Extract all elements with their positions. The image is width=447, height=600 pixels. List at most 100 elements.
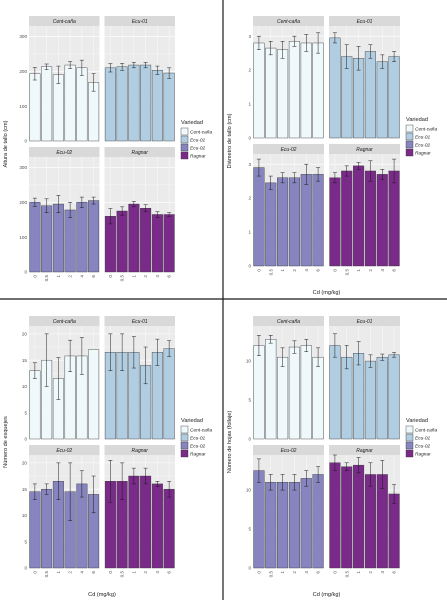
x-tick-label: 0 <box>108 571 113 574</box>
legend-swatch <box>405 148 414 157</box>
chart-3: Número de esquejes Cd (mg/kg) Cent-caña 0 5 1… <box>3 316 212 598</box>
legend: Variedad Cent-caña Ecu-01 Ecu-02 Ragnar <box>180 120 212 159</box>
bar <box>341 356 353 440</box>
bar <box>353 464 365 569</box>
y-tick-label: 2 <box>248 196 251 201</box>
bar <box>277 482 289 569</box>
x-tick-label: 4 <box>380 571 385 574</box>
facet-strip-label: Ecu-02 <box>281 147 297 153</box>
x-tick-label: 6 <box>316 571 321 574</box>
facet-panel-background <box>104 326 175 439</box>
facet-ragnar: Ragnar 0 0.5 1 2 4 6 <box>329 144 400 275</box>
legend-swatch <box>405 441 414 450</box>
facet-strip <box>253 445 324 455</box>
bar <box>388 493 400 569</box>
x-tick-label: 2 <box>143 275 148 278</box>
x-tick-label: 6 <box>316 269 321 272</box>
bar <box>29 491 41 569</box>
x-tick-label: 1 <box>56 571 61 574</box>
legend-label: Ecu-02 <box>190 145 206 151</box>
y-tick-label: 1 <box>248 102 251 107</box>
bar <box>265 339 277 440</box>
x-tick-label: 2 <box>368 571 373 574</box>
bar <box>163 214 175 273</box>
y-tick-label: 20 <box>22 331 28 336</box>
legend-label: Cent-caña <box>415 427 437 433</box>
facet-strip <box>253 144 324 154</box>
bar <box>253 167 265 267</box>
facet-ecu-01: Ecu-01 <box>329 316 400 440</box>
bar <box>288 346 300 440</box>
bar <box>300 42 312 139</box>
legend-label: Ragnar <box>190 153 206 159</box>
bar <box>265 182 277 267</box>
bar <box>300 174 312 267</box>
legend-label: Ecu-01 <box>190 435 206 441</box>
y-tick-label: 10 <box>22 384 28 389</box>
legend-label: Ecu-02 <box>415 142 431 148</box>
y-tick-label: 0 <box>24 270 27 275</box>
bar <box>364 360 376 440</box>
facet-strip <box>29 147 100 157</box>
x-tick-label: 0.5 <box>44 275 49 282</box>
x-tick-label: 0.5 <box>44 571 49 578</box>
legend-label: Ragnar <box>415 451 431 457</box>
x-tick-label: 4 <box>79 275 84 278</box>
facet-ecu-01: Ecu-01 <box>329 16 400 139</box>
legend-swatch <box>180 441 189 450</box>
facet-cent-ca-a: Cent-caña 0 5 10 15 20 <box>22 316 100 442</box>
legend-title: Variedad <box>181 418 203 424</box>
x-axis-title: Cd (mg/kg) <box>313 592 341 598</box>
facet-ecu-02: Ecu-02 0 5 10 15 20 0 0.5 1 2 4 6 <box>22 445 100 577</box>
legend-swatch <box>180 425 189 434</box>
bar <box>277 49 289 139</box>
facet-strip <box>29 16 100 26</box>
x-tick-label: 6 <box>392 269 397 272</box>
bar <box>388 354 400 440</box>
x-tick-label: 6 <box>91 571 96 574</box>
facet-strip <box>29 445 100 455</box>
y-tick-label: 100 <box>19 104 27 109</box>
facet-strip-label: Cent-caña <box>53 19 76 25</box>
facet-ecu-01: Ecu-01 <box>104 316 175 440</box>
bar <box>329 345 341 440</box>
x-tick-label: 0.5 <box>120 275 125 282</box>
x-tick-label: 1 <box>280 571 285 574</box>
bar <box>364 474 376 569</box>
facet-strip <box>329 316 400 326</box>
facet-panel-background <box>253 26 324 138</box>
x-tick-label: 0.5 <box>120 571 125 578</box>
x-tick-label: 1 <box>131 275 136 278</box>
legend-label: Ecu-01 <box>190 137 206 143</box>
chart-4: Número de hojas (follaje) Cd (mg/kg) Cent-… <box>227 316 437 598</box>
bar <box>329 37 341 139</box>
y-tick-label: 0 <box>248 136 251 141</box>
bar <box>277 177 289 267</box>
y-tick-label: 15 <box>22 487 28 492</box>
bar <box>116 210 128 273</box>
x-tick-label: 1 <box>131 571 136 574</box>
facet-strip-label: Ragnar <box>356 147 373 153</box>
x-tick-label: 6 <box>91 275 96 278</box>
bar <box>88 349 100 440</box>
facet-strip-label: Cent-caña <box>53 319 76 325</box>
bar <box>163 488 175 569</box>
legend: Variedad Cent-caña Ecu-01 Ecu-02 Ragnar <box>180 418 212 457</box>
x-tick-label: 1 <box>56 275 61 278</box>
facet-ecu-02: Ecu-02 0 100 200 300 0 0.5 1 2 4 6 <box>19 147 100 282</box>
x-tick-label: 0.5 <box>344 269 349 276</box>
bar <box>364 170 376 267</box>
y-tick-label: 0 <box>248 566 251 571</box>
y-tick-label: 2 <box>248 68 251 73</box>
bar <box>52 74 64 142</box>
facet-cent-ca-a: Cent-caña 0 5 10 <box>246 316 324 442</box>
y-axis-title: Número de esquejes <box>3 416 9 468</box>
y-tick-label: 0 <box>24 139 27 144</box>
y-tick-label: 5 <box>24 410 27 415</box>
chart-2: Diámetro de tallo (cm) Cd (mg/kg) Cent-cañ… <box>227 16 437 296</box>
bar <box>41 488 53 569</box>
legend: Variedad Cent-caña Ecu-01 Ecu-02 Ragnar <box>405 418 437 457</box>
x-tick-label: 6 <box>392 571 397 574</box>
y-tick-label: 10 <box>246 359 252 364</box>
bar <box>341 466 353 569</box>
